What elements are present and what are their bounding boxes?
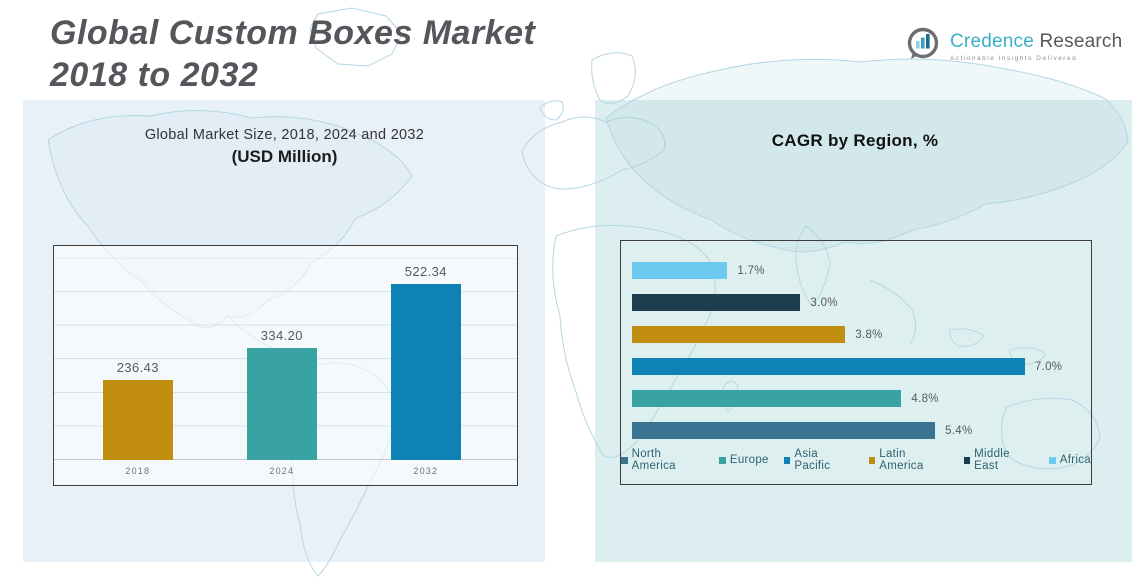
cagr-value-label: 4.8% — [911, 392, 939, 405]
legend-label: Middle East — [974, 448, 1010, 472]
market-bar-group: 522.34 — [390, 264, 461, 460]
market-x-axis: 2018 2024 2032 — [54, 466, 517, 478]
market-chart-box: 236.43 334.20 522.34 2018 2024 2032 — [53, 245, 518, 486]
logo-brand-primary: Credence — [950, 31, 1034, 52]
legend-swatch — [868, 456, 876, 464]
market-bar-group: 334.20 — [246, 327, 317, 460]
bar-value-label: 236.43 — [116, 360, 159, 376]
cagr-bar — [632, 262, 728, 279]
legend-item: Africa — [1048, 454, 1091, 466]
page-title-line1: Global Custom Boxes Market — [50, 14, 536, 52]
legend-swatch — [718, 456, 726, 464]
bar-value-label: 522.34 — [404, 264, 447, 280]
legend-label: Africa — [1059, 454, 1091, 466]
cagr-bar — [632, 326, 846, 343]
cagr-bar — [632, 422, 936, 439]
market-bar — [102, 380, 173, 460]
legend-label: North America — [631, 448, 676, 472]
logo-brand-secondary: Research — [1039, 31, 1123, 52]
legend-item: North America — [621, 448, 704, 472]
legend-item: Europe — [718, 454, 769, 466]
cagr-bar-row: 3.8% — [632, 326, 1083, 343]
cagr-bar-row: 3.0% — [632, 294, 1083, 311]
legend-swatch — [963, 456, 971, 464]
cagr-value-label: 5.4% — [945, 424, 973, 437]
legend-item: Asia Pacific — [783, 448, 854, 472]
cagr-bar-row: 1.7% — [632, 262, 1083, 279]
logo-text: Credence Research Actionable Insights De… — [950, 31, 1122, 62]
market-bar — [390, 284, 461, 460]
cagr-value-label: 1.7% — [737, 264, 765, 277]
legend-item: Middle East — [963, 448, 1034, 472]
legend-swatch — [783, 456, 791, 464]
cagr-bar — [632, 294, 801, 311]
cagr-value-label: 3.8% — [855, 328, 883, 341]
logo-brand: Credence Research — [950, 31, 1122, 53]
cagr-value-label: 3.0% — [810, 296, 838, 309]
legend-swatch — [1048, 456, 1056, 464]
legend-label: Asia Pacific — [794, 448, 831, 472]
cagr-bar-row: 5.4% — [632, 422, 1083, 439]
cagr-chart-box: 1.7% 3.0% 3.8% 7.0% 4.8% 5.4% North America Eu… — [620, 240, 1092, 485]
page-title-line2: 2018 to 2032 — [50, 56, 259, 94]
logo-tagline: Actionable Insights Delivered — [950, 55, 1078, 62]
legend-label: Europe — [729, 454, 769, 466]
cagr-bar-row: 4.8% — [632, 390, 1083, 407]
cagr-bar-row: 7.0% — [632, 358, 1083, 375]
cagr-chart-title: CAGR by Region, % — [771, 131, 939, 150]
legend-swatch — [621, 456, 628, 464]
cagr-bar — [632, 358, 1025, 375]
market-bar — [246, 347, 317, 460]
x-axis-label: 2024 — [269, 466, 295, 476]
legend-label: Latin America — [879, 448, 924, 472]
cagr-bars: 1.7% 3.0% 3.8% 7.0% 4.8% 5.4% — [632, 262, 1083, 454]
market-bars: 236.43 334.20 522.34 — [54, 258, 517, 460]
x-axis-label: 2032 — [413, 466, 439, 476]
page-title: Global Custom Boxes Market 2018 to 2032 — [50, 12, 535, 96]
cagr-legend: North America Europe Asia Pacific Latin Ame… — [621, 448, 1091, 472]
credence-logo: Credence Research Actionable Insights De… — [903, 24, 1122, 69]
market-bar-group: 236.43 — [102, 360, 173, 460]
cagr-bar — [632, 390, 902, 407]
bar-value-label: 334.20 — [260, 327, 303, 343]
legend-item: Latin America — [868, 448, 949, 472]
bar-chart-bubble-icon — [903, 24, 943, 69]
x-axis-label: 2018 — [125, 466, 151, 476]
market-chart-unit-label: (USD Million) — [231, 147, 338, 166]
cagr-value-label: 7.0% — [1034, 360, 1063, 373]
market-chart-subtitle: Global Market Size, 2018, 2024 and 2032 — [144, 127, 425, 143]
